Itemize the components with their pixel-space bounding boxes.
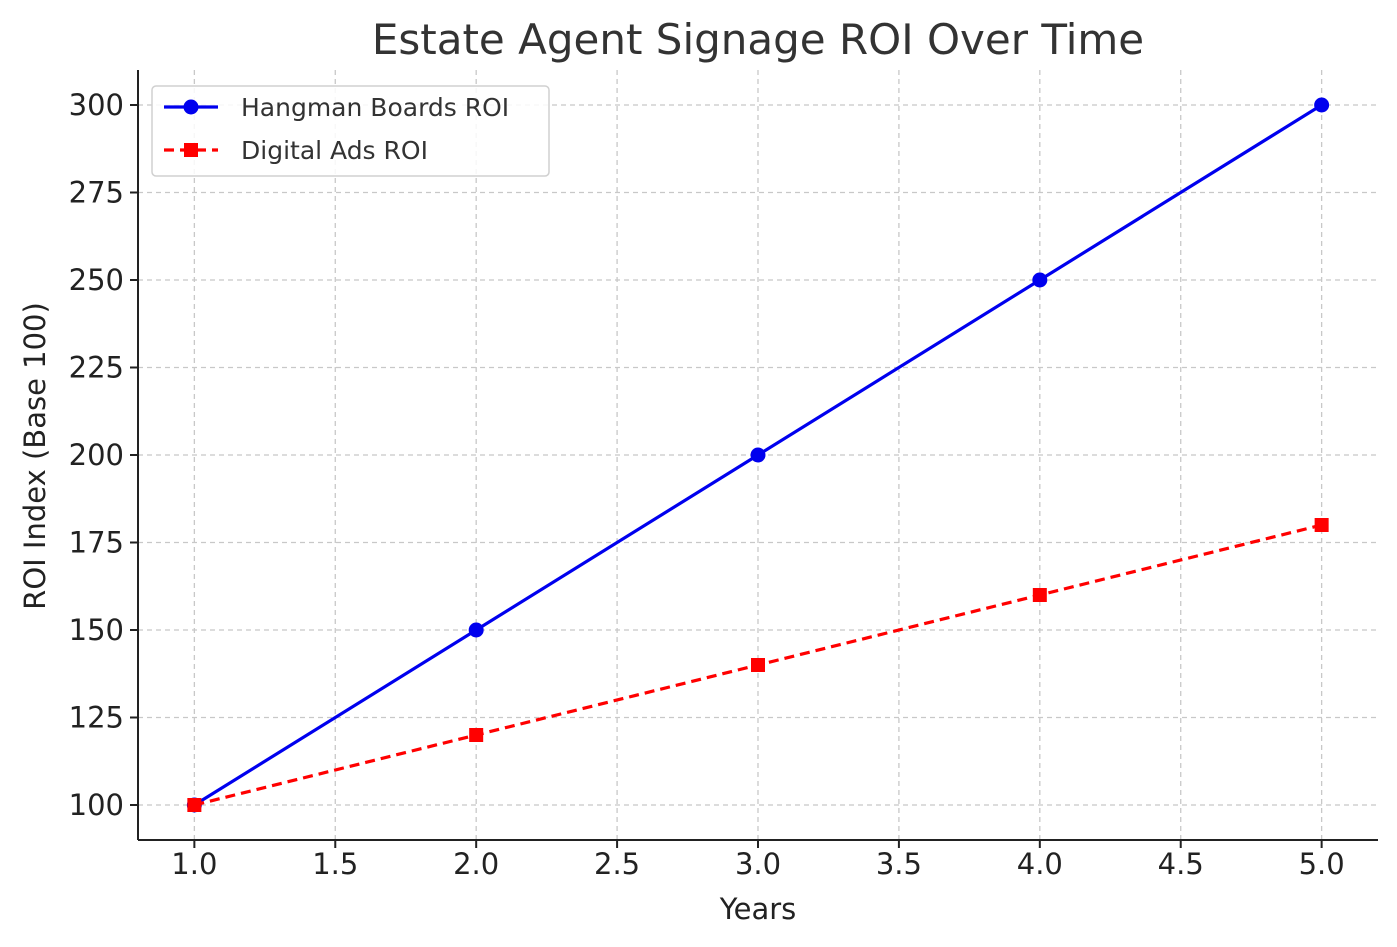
x-tick-label: 3.5	[876, 847, 922, 881]
chart-title: Estate Agent Signage ROI Over Time	[372, 15, 1144, 64]
data-point-circle	[468, 622, 484, 638]
y-tick-label: 225	[69, 351, 124, 385]
data-point-square	[1032, 588, 1047, 602]
legend-label: Hangman Boards ROI	[241, 93, 509, 122]
legend-marker-circle	[183, 99, 199, 115]
data-point-circle	[1032, 272, 1048, 288]
y-tick-label: 200	[69, 438, 124, 472]
grid	[138, 70, 1378, 840]
legend-marker-square	[184, 143, 198, 157]
x-tick-label: 1.5	[312, 847, 358, 881]
data-point-square	[469, 728, 484, 742]
data-point-circle	[750, 447, 766, 463]
y-tick-label: 300	[69, 88, 124, 122]
y-tick-label: 100	[69, 788, 124, 822]
x-tick-label: 5.0	[1299, 847, 1345, 881]
legend-label: Digital Ads ROI	[241, 136, 428, 165]
x-tick-label: 4.5	[1158, 847, 1204, 881]
data-point-square	[751, 658, 765, 672]
series-hangman-boards-roi	[186, 97, 1330, 813]
data-point-square	[187, 798, 202, 812]
x-tick-label: 1.0	[171, 847, 217, 881]
y-tick-label: 125	[69, 701, 124, 735]
x-tick-label: 3.0	[735, 847, 781, 881]
y-tick-label: 250	[69, 263, 124, 297]
y-axis-label: ROI Index (Base 100)	[18, 302, 52, 610]
data-point-circle	[1314, 97, 1330, 113]
legend-item: Hangman Boards ROI	[164, 93, 509, 122]
series-digital-ads-roi	[187, 518, 1329, 812]
x-tick-label: 2.5	[594, 847, 640, 881]
x-axis-label: Years	[719, 892, 797, 926]
series-group	[186, 97, 1330, 813]
data-point-square	[1314, 518, 1329, 532]
legend-item: Digital Ads ROI	[164, 136, 428, 165]
x-tick-label: 2.0	[453, 847, 499, 881]
x-tick-label: 4.0	[1017, 847, 1063, 881]
axes: 1.0 1.5 2.0 2.5 3.0 3.5 4.0 4.5 5.0 100 125 150 175 2…	[69, 70, 1378, 881]
y-tick-label: 150	[69, 613, 124, 647]
y-tick-label: 175	[69, 526, 124, 560]
y-tick-label: 275	[69, 176, 124, 210]
legend: Hangman Boards ROI Digital Ads ROI	[151, 85, 550, 177]
legend-box	[151, 85, 550, 177]
